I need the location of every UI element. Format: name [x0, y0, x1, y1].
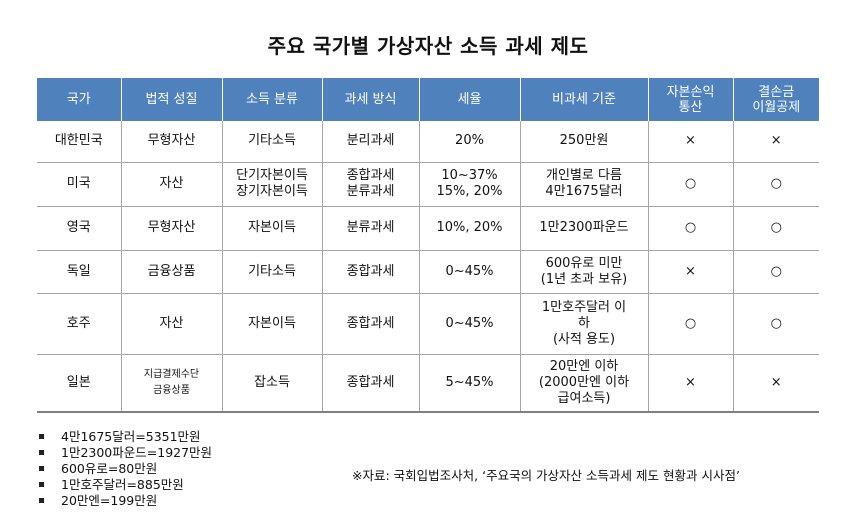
- cell-income-class: 기타소득: [222, 121, 323, 163]
- cell-exemption: 600유로 미만 (1년 초과 보유): [520, 250, 649, 294]
- cell-loss-carryforward: ○: [733, 293, 819, 355]
- header-legal-nature: 법적 성질: [121, 78, 223, 121]
- cell-country: 일본: [37, 354, 122, 413]
- header-income-class: 소득 분류: [222, 78, 323, 121]
- note-text: 1만호주달러=885만원: [61, 477, 184, 492]
- cell-legal-nature: 금융상품: [121, 250, 223, 294]
- cell-exemption: 250만원: [520, 121, 649, 163]
- note-text: 600유로=80만원: [61, 461, 158, 476]
- table-header-row: 국가 법적 성질 소득 분류 과세 방식 세율 비과세 기준 자본손익 통산 결…: [37, 78, 819, 121]
- square-bullet-icon: [39, 482, 44, 487]
- cell-exemption: 20만엔 이하 (2000만엔 이하 급여소득): [520, 354, 649, 413]
- cell-exemption: 1만호주달러 이 하 (사적 용도): [520, 293, 649, 355]
- cell-exemption: 개인별로 다름 4만1675달러: [520, 162, 649, 207]
- cell-tax-rate: 10~37% 15%, 20%: [419, 162, 521, 207]
- cell-country: 미국: [37, 162, 122, 207]
- cell-loss-offset: ○: [648, 206, 734, 251]
- cell-tax-method: 종합과세: [322, 250, 420, 294]
- cell-loss-carryforward: ○: [733, 206, 819, 251]
- cell-loss-carryforward: ○: [733, 250, 819, 294]
- cell-tax-rate: 0~45%: [419, 293, 521, 355]
- header-tax-method: 과세 방식: [322, 78, 420, 121]
- table-row: 미국 자산 단기자본이득 장기자본이득 종합과세 분류과세 10~37% 15%…: [37, 162, 819, 207]
- table-row: 영국 무형자산 자본이득 분류과세 10%, 20% 1만2300파운드 ○ ○: [37, 206, 819, 251]
- cell-loss-offset: ×: [648, 121, 734, 163]
- header-exemption: 비과세 기준: [520, 78, 649, 121]
- cell-income-class: 단기자본이득 장기자본이득: [222, 162, 323, 207]
- square-bullet-icon: [39, 498, 44, 503]
- cell-exemption: 1만2300파운드: [520, 206, 649, 251]
- cell-income-class: 기타소득: [222, 250, 323, 294]
- cell-loss-offset: ○: [648, 293, 734, 355]
- header-loss-offset: 자본손익 통산: [648, 78, 734, 121]
- cell-loss-carryforward: ×: [733, 121, 819, 163]
- cell-tax-rate: 5~45%: [419, 354, 521, 413]
- cell-tax-method: 종합과세: [322, 354, 420, 413]
- table-row: 일본 지급결제수단 금융상품 잡소득 종합과세 5~45% 20만엔 이하 (2…: [37, 354, 819, 413]
- note-text: 1만2300파운드=1927만원: [61, 445, 213, 460]
- cell-loss-carryforward: ○: [733, 162, 819, 207]
- cell-country: 독일: [37, 250, 122, 294]
- note-text: 20만엔=199만원: [61, 493, 158, 508]
- cell-income-class: 자본이득: [222, 293, 323, 355]
- header-loss-carryforward: 결손금 이월공제: [733, 78, 819, 121]
- cell-legal-nature: 지급결제수단 금융상품: [121, 354, 223, 413]
- conversion-notes: 4만1675달러=5351만원 1만2300파운드=1927만원 600유로=8…: [39, 429, 212, 509]
- table-row: 호주 자산 자본이득 종합과세 0~45% 1만호주달러 이 하 (사적 용도)…: [37, 293, 819, 355]
- cell-tax-method: 종합과세: [322, 293, 420, 355]
- source-citation: ※자료: 국회입법조사처, ‘주요국의 가상자산 소득과세 제도 현황과 시사점…: [352, 468, 740, 483]
- cell-tax-rate: 20%: [419, 121, 521, 163]
- cell-tax-rate: 10%, 20%: [419, 206, 521, 251]
- cell-loss-offset: ×: [648, 250, 734, 294]
- cell-country: 영국: [37, 206, 122, 251]
- list-item: 20만엔=199만원: [39, 493, 212, 509]
- cell-tax-method: 분리과세: [322, 121, 420, 163]
- cell-tax-method: 분류과세: [322, 206, 420, 251]
- cell-loss-offset: ○: [648, 162, 734, 207]
- list-item: 1만2300파운드=1927만원: [39, 445, 212, 461]
- square-bullet-icon: [39, 434, 44, 439]
- table-row: 대한민국 무형자산 기타소득 분리과세 20% 250만원 × ×: [37, 121, 819, 163]
- list-item: 4만1675달러=5351만원: [39, 429, 212, 445]
- header-country: 국가: [37, 78, 122, 121]
- cell-country: 호주: [37, 293, 122, 355]
- cell-loss-offset: ×: [648, 354, 734, 413]
- cell-income-class: 잡소득: [222, 354, 323, 413]
- square-bullet-icon: [39, 450, 44, 455]
- tax-comparison-table: 국가 법적 성질 소득 분류 과세 방식 세율 비과세 기준 자본손익 통산 결…: [37, 78, 819, 413]
- cell-legal-nature: 자산: [121, 162, 223, 207]
- header-tax-rate: 세율: [419, 78, 521, 121]
- list-item: 600유로=80만원: [39, 461, 212, 477]
- cell-legal-nature: 무형자산: [121, 121, 223, 163]
- cell-legal-nature: 무형자산: [121, 206, 223, 251]
- square-bullet-icon: [39, 466, 44, 471]
- table-row: 독일 금융상품 기타소득 종합과세 0~45% 600유로 미만 (1년 초과 …: [37, 250, 819, 294]
- cell-income-class: 자본이득: [222, 206, 323, 251]
- cell-legal-nature: 자산: [121, 293, 223, 355]
- cell-country: 대한민국: [37, 121, 122, 163]
- list-item: 1만호주달러=885만원: [39, 477, 212, 493]
- cell-loss-carryforward: ×: [733, 354, 819, 413]
- cell-tax-rate: 0~45%: [419, 250, 521, 294]
- note-text: 4만1675달러=5351만원: [61, 429, 201, 444]
- page-title: 주요 국가별 가상자산 소득 과세 제도: [267, 34, 589, 58]
- cell-tax-method: 종합과세 분류과세: [322, 162, 420, 207]
